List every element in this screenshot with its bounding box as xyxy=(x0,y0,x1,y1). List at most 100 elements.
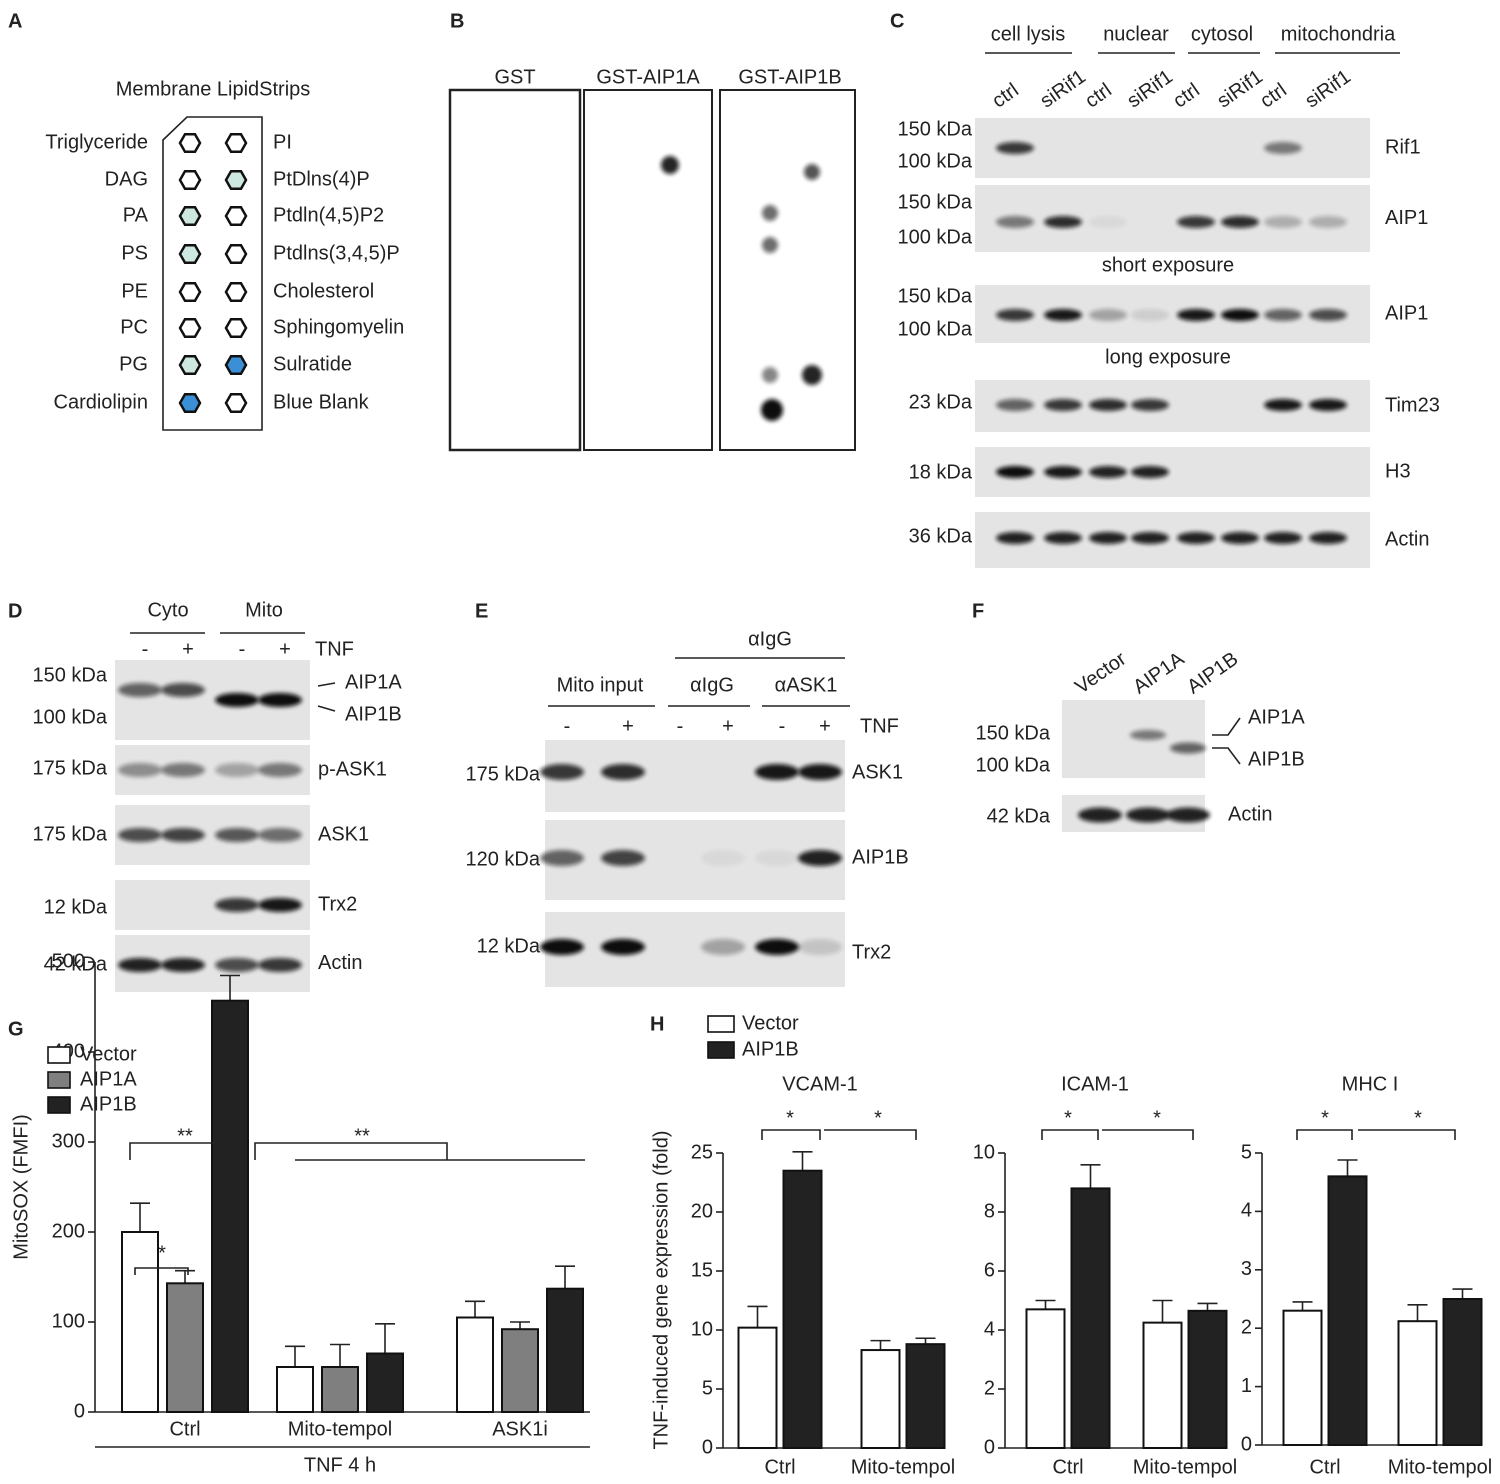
band xyxy=(1089,399,1127,411)
band xyxy=(996,532,1034,544)
band xyxy=(1089,532,1127,544)
error-bar xyxy=(792,1151,813,1171)
lane-label: siRif1 xyxy=(1301,66,1355,113)
band xyxy=(1309,216,1347,228)
marker-label: 100 kDa xyxy=(898,226,973,248)
lipid-label: Sulratide xyxy=(273,353,352,375)
bar xyxy=(1070,1187,1111,1450)
panel-label: B xyxy=(450,10,464,32)
band xyxy=(1078,807,1122,823)
band xyxy=(1309,399,1347,411)
band xyxy=(1221,309,1259,321)
band xyxy=(215,828,259,842)
chart-title: VCAM-1 xyxy=(782,1073,858,1095)
band xyxy=(118,828,162,842)
band xyxy=(215,898,259,912)
title: Membrane LipidStrips xyxy=(116,78,311,100)
band xyxy=(161,828,205,842)
chart-title: ICAM-1 xyxy=(1061,1073,1129,1095)
bar xyxy=(1187,1309,1228,1449)
band xyxy=(258,898,302,912)
band xyxy=(701,939,745,955)
bar xyxy=(782,1169,823,1449)
band xyxy=(1089,309,1127,321)
band xyxy=(1221,216,1259,228)
band xyxy=(755,850,799,866)
panel-label: E xyxy=(475,600,488,622)
target-label: Actin xyxy=(318,952,362,974)
y-tick-label: 4 xyxy=(984,1318,995,1340)
marker-label: 100 kDa xyxy=(33,706,108,728)
y-tick-label: 20 xyxy=(691,1200,713,1222)
bar xyxy=(456,1316,494,1413)
bar xyxy=(1442,1298,1483,1446)
target-label: AIP1B xyxy=(1248,748,1305,770)
band xyxy=(258,828,302,842)
marker-label: 42 kDa xyxy=(987,805,1051,827)
band xyxy=(1166,807,1210,823)
error-bar xyxy=(130,1202,150,1232)
group-label: αASK1 xyxy=(775,674,838,696)
lipid-spot xyxy=(224,244,248,264)
band xyxy=(996,399,1034,411)
bracket xyxy=(1102,1129,1194,1140)
y-tick-label: 0 xyxy=(1241,1433,1252,1455)
target-label: AIP1A xyxy=(345,671,402,693)
bar xyxy=(1327,1175,1368,1446)
group-label: Mito input xyxy=(557,674,644,696)
error-bar xyxy=(1197,1302,1218,1311)
x-tick-label: Mito-tempol xyxy=(851,1456,955,1478)
panel-label: D xyxy=(8,600,22,622)
lipid-spot xyxy=(178,170,202,190)
target-label: Actin xyxy=(1228,803,1272,825)
y-tick-label: 100 xyxy=(52,1310,85,1332)
y-tick-label: 10 xyxy=(691,1318,713,1340)
blot xyxy=(1062,700,1205,778)
x-tick-label: Ctrl xyxy=(1309,1456,1340,1478)
band xyxy=(1221,532,1259,544)
legend-label: Vector xyxy=(80,1043,137,1065)
marker-label: 18 kDa xyxy=(909,461,973,483)
band xyxy=(1126,807,1170,823)
significance: * xyxy=(1153,1107,1161,1129)
band xyxy=(1044,309,1082,321)
bracket xyxy=(1296,1129,1353,1140)
target-label: ASK1 xyxy=(318,823,369,845)
legend-label: AIP1B xyxy=(80,1093,137,1115)
column-label: GST xyxy=(494,66,535,88)
error-bar xyxy=(175,1269,195,1284)
lane-label: ctrl xyxy=(988,79,1022,112)
note: long exposure xyxy=(1105,346,1231,368)
dot-spot xyxy=(762,367,778,383)
bar xyxy=(501,1328,539,1413)
dot-spot xyxy=(802,365,822,385)
band xyxy=(1177,216,1215,228)
x-tick-label: Mito-tempol xyxy=(1388,1456,1492,1478)
membrane xyxy=(448,88,582,452)
lipid-spot xyxy=(178,206,202,226)
band xyxy=(161,683,205,697)
blot xyxy=(975,118,1370,178)
target-label: AIP1B xyxy=(852,846,909,868)
band xyxy=(601,850,645,866)
bar xyxy=(166,1282,204,1414)
lipid-label: Cholesterol xyxy=(273,280,374,302)
pointer xyxy=(317,705,336,712)
error-bar xyxy=(555,1265,575,1289)
bar xyxy=(1025,1308,1066,1449)
band xyxy=(1130,730,1166,740)
error-bar xyxy=(870,1339,891,1351)
marker-label: 175 kDa xyxy=(466,763,541,785)
x-axis-label: TNF 4 h xyxy=(304,1454,376,1476)
lipid-strip xyxy=(162,116,263,431)
group-label: Mito xyxy=(245,599,283,621)
x-tick-label: Mito-tempol xyxy=(288,1418,392,1440)
lane-label: AIP1B xyxy=(1183,648,1242,699)
significance: * xyxy=(158,1242,166,1264)
dot-spot xyxy=(762,205,778,221)
lane-label: + xyxy=(622,715,634,737)
bracket xyxy=(254,1142,448,1160)
marker-label: 12 kDa xyxy=(44,896,108,918)
x-tick-label: ASK1i xyxy=(492,1418,548,1440)
